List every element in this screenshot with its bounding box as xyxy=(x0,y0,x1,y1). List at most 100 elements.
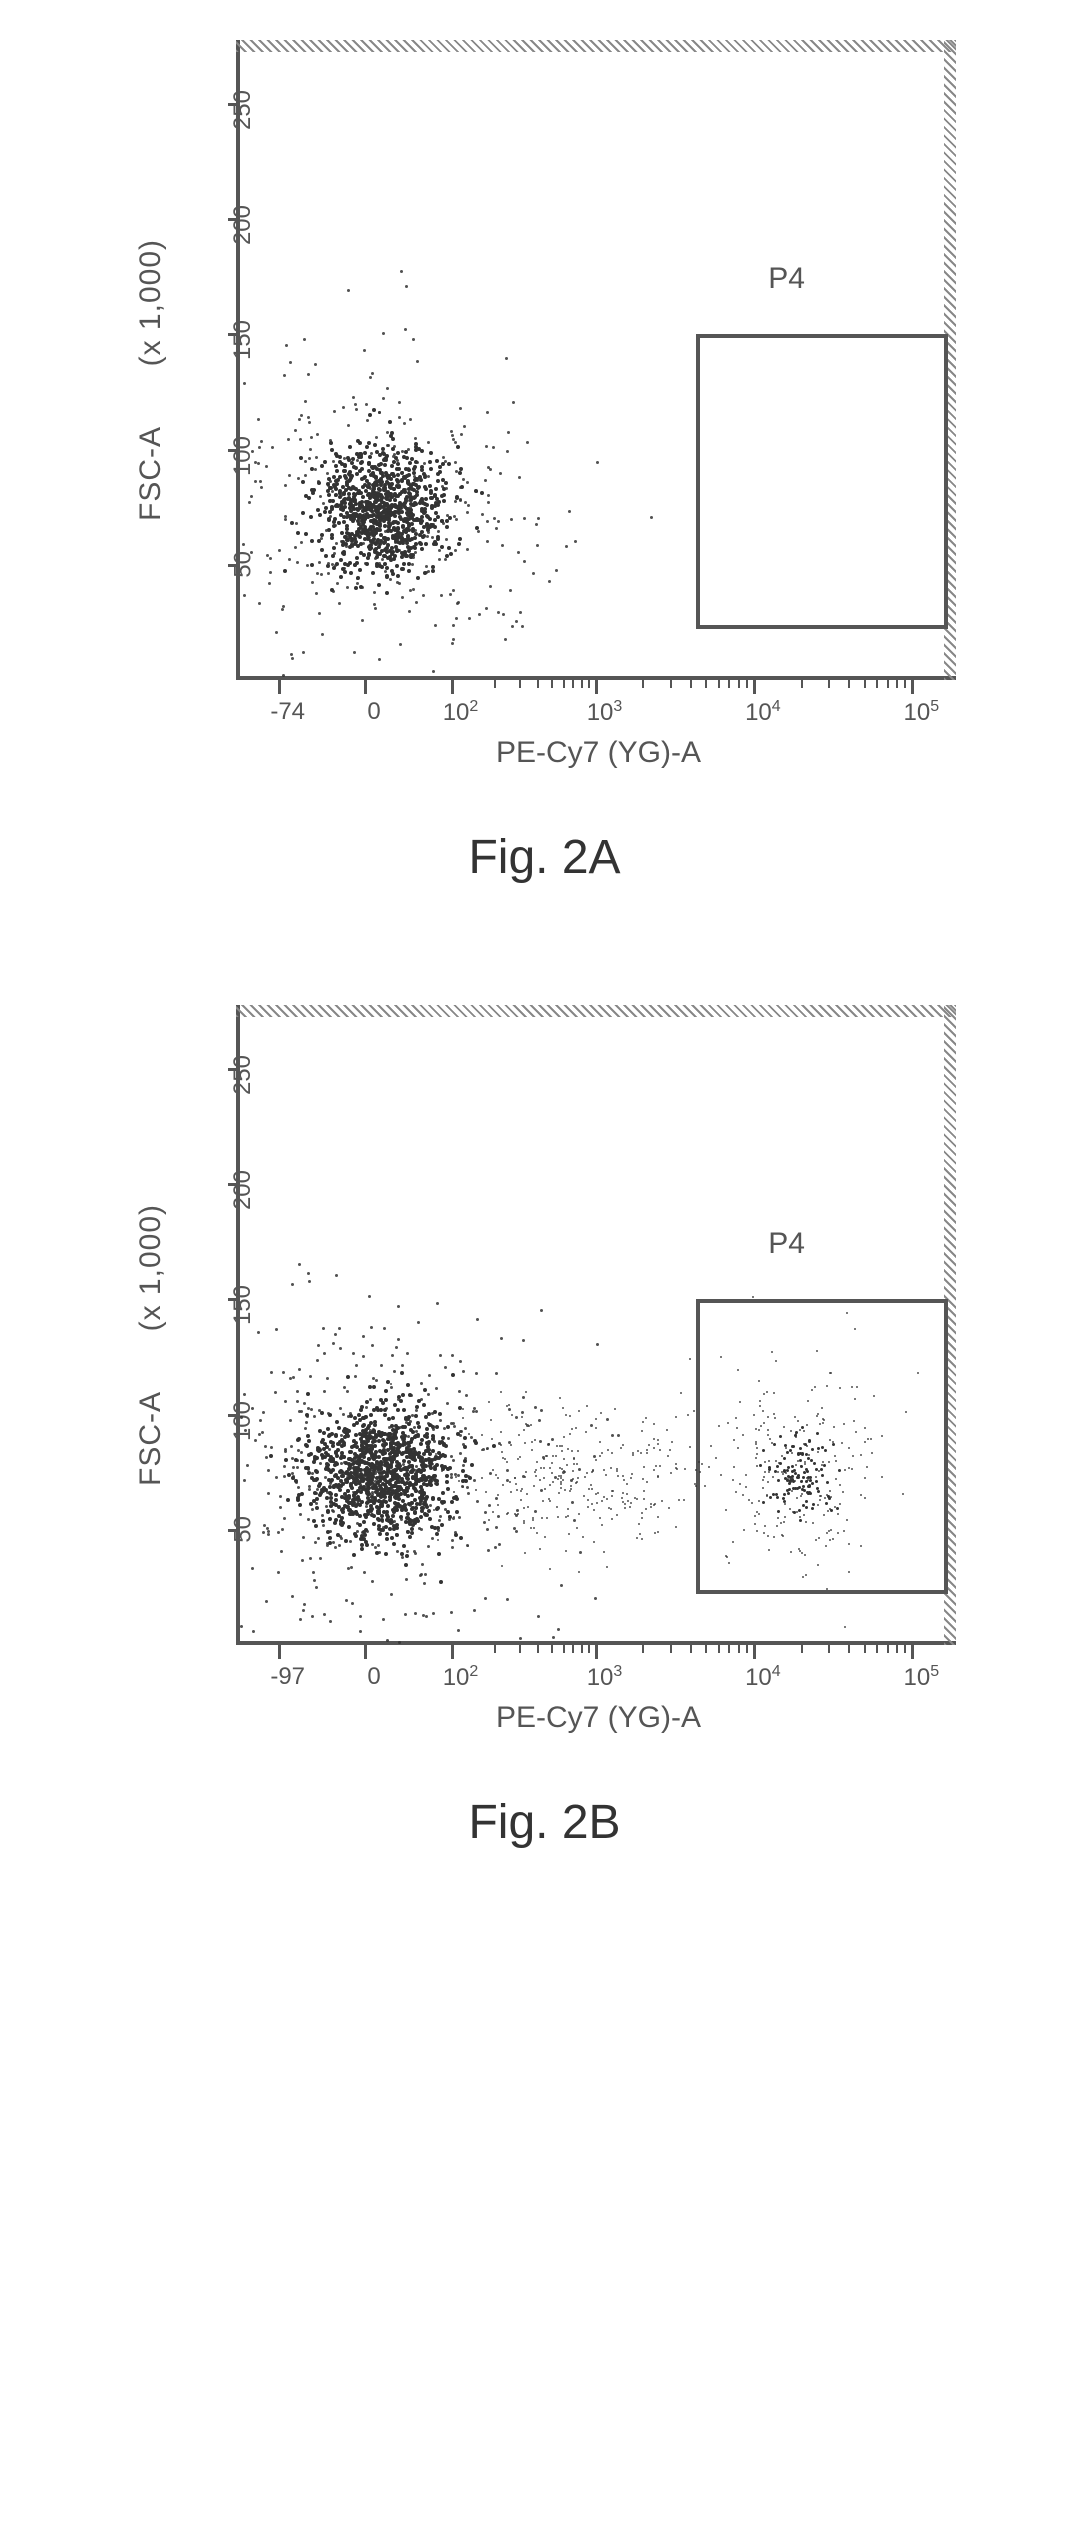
data-point xyxy=(502,613,505,616)
data-point xyxy=(791,1452,793,1454)
data-point xyxy=(426,1442,430,1446)
data-point xyxy=(575,1427,577,1429)
data-point xyxy=(399,1426,402,1429)
data-point xyxy=(423,507,427,511)
data-point xyxy=(436,1302,439,1305)
data-point xyxy=(436,479,440,483)
data-point xyxy=(346,1390,349,1393)
data-point xyxy=(374,1433,378,1437)
data-point xyxy=(551,1462,553,1464)
y-axis-label: FSC-A xyxy=(134,1391,168,1486)
data-point xyxy=(451,1373,455,1377)
data-point xyxy=(384,1389,388,1393)
y-tick xyxy=(228,1183,236,1186)
data-point xyxy=(401,524,405,528)
data-point xyxy=(243,382,246,385)
data-point xyxy=(839,1503,841,1505)
data-point xyxy=(287,438,290,441)
data-point xyxy=(828,1461,830,1463)
data-point xyxy=(795,1436,797,1438)
data-point xyxy=(448,1518,451,1521)
data-point xyxy=(799,1550,801,1552)
data-point xyxy=(557,1478,559,1480)
data-point xyxy=(427,1545,430,1548)
data-point xyxy=(355,1364,358,1367)
data-point xyxy=(486,411,489,414)
data-point xyxy=(372,1522,376,1526)
data-point xyxy=(755,1457,757,1459)
data-point xyxy=(509,589,512,592)
data-point xyxy=(449,552,453,556)
data-point xyxy=(395,1473,399,1477)
data-point xyxy=(543,1467,545,1469)
data-point xyxy=(418,1490,422,1494)
data-point xyxy=(359,1630,362,1633)
data-point xyxy=(427,570,430,573)
data-point xyxy=(450,1500,454,1504)
data-point xyxy=(567,1515,569,1517)
data-point xyxy=(560,1584,563,1587)
data-point xyxy=(401,1393,405,1397)
data-point xyxy=(527,1506,529,1508)
data-point xyxy=(310,563,314,567)
data-point xyxy=(881,1435,883,1437)
data-point xyxy=(458,1390,461,1393)
data-point xyxy=(368,1295,371,1298)
data-point xyxy=(563,1436,565,1438)
data-point xyxy=(424,497,428,501)
data-point xyxy=(290,653,293,656)
data-point xyxy=(401,1431,405,1435)
data-point xyxy=(361,495,365,499)
data-point xyxy=(304,1427,307,1430)
data-point xyxy=(742,1434,744,1436)
data-point xyxy=(428,1517,432,1521)
data-point xyxy=(485,1491,487,1493)
data-point xyxy=(486,540,489,543)
data-point xyxy=(590,1424,593,1427)
figure-panel-A: (x 1,000)FSC-A50100150200250P4-740102103… xyxy=(0,40,1089,885)
data-point xyxy=(380,1490,383,1493)
data-point xyxy=(397,1398,400,1401)
data-point xyxy=(769,1438,771,1440)
data-point xyxy=(333,519,336,522)
data-point xyxy=(292,1466,295,1469)
data-point xyxy=(534,1406,537,1409)
data-point xyxy=(402,1408,406,1412)
data-point xyxy=(445,525,449,529)
data-point xyxy=(780,1522,782,1524)
data-point xyxy=(489,1472,492,1475)
data-point xyxy=(395,1523,399,1527)
data-point xyxy=(389,578,392,581)
data-point xyxy=(251,450,254,453)
data-point xyxy=(570,1485,572,1487)
data-point xyxy=(410,1493,414,1497)
data-point xyxy=(506,450,509,453)
data-point xyxy=(483,1521,486,1524)
data-point xyxy=(459,1360,462,1363)
data-point xyxy=(307,1439,311,1443)
data-point xyxy=(515,1530,518,1533)
data-point xyxy=(270,1446,273,1449)
data-point xyxy=(365,403,368,406)
data-point xyxy=(404,328,407,331)
data-point xyxy=(346,1476,349,1479)
data-point xyxy=(405,541,409,545)
data-point xyxy=(458,471,462,475)
data-point xyxy=(433,518,437,522)
data-point xyxy=(341,485,345,489)
data-point xyxy=(390,1536,394,1540)
data-point xyxy=(854,1398,856,1400)
data-point xyxy=(332,590,335,593)
data-point xyxy=(614,1408,616,1410)
data-point xyxy=(334,1498,338,1502)
data-point xyxy=(297,477,300,480)
data-point xyxy=(492,1469,494,1471)
data-point xyxy=(726,1556,728,1558)
data-point xyxy=(414,1414,418,1418)
data-point xyxy=(488,1519,490,1521)
data-point xyxy=(830,1372,832,1374)
data-point xyxy=(794,1416,796,1418)
data-point xyxy=(393,528,396,531)
data-point xyxy=(812,1522,814,1524)
data-point xyxy=(616,1514,618,1516)
